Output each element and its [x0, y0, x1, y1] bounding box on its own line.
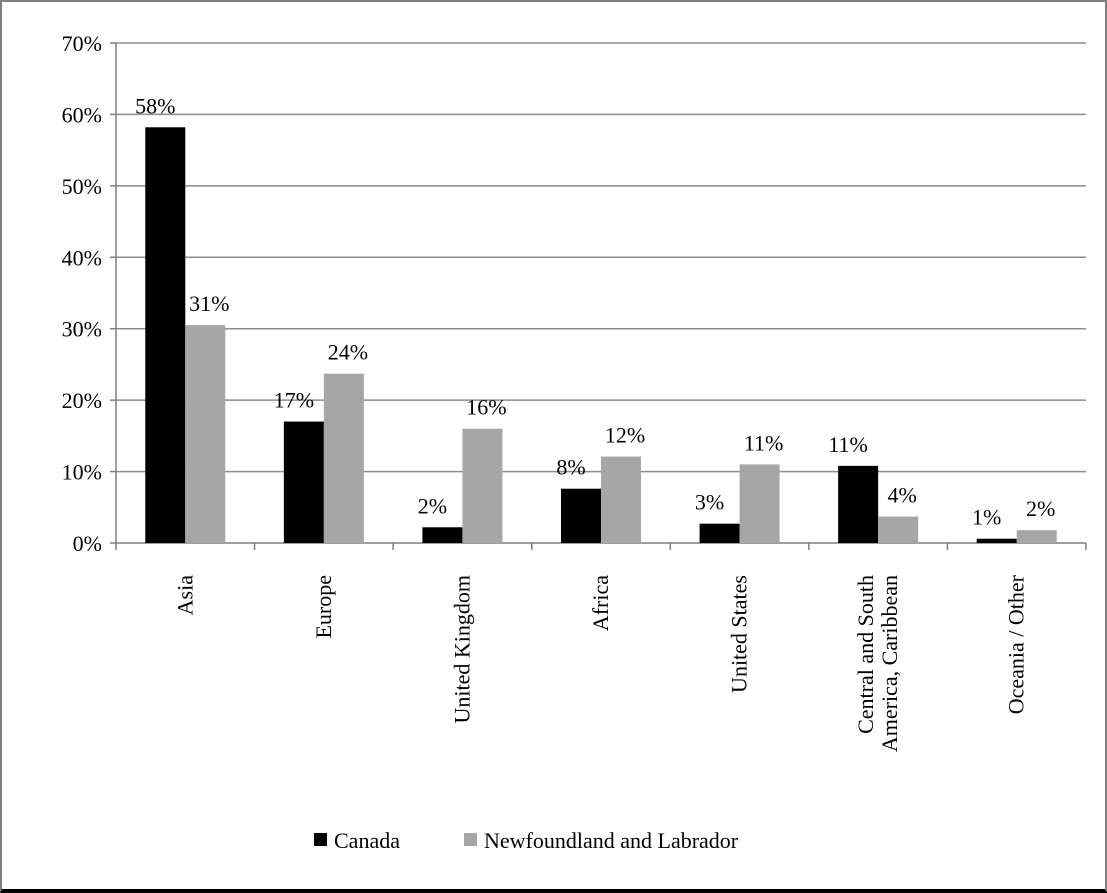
- bar-nl: [878, 516, 919, 543]
- category-label: Oceania / Other: [1004, 574, 1029, 714]
- bar-nl: [1016, 530, 1057, 543]
- legend-swatch: [314, 833, 327, 846]
- bar-nl: [739, 464, 780, 543]
- legend-label: Canada: [334, 828, 400, 853]
- bar-nl: [185, 325, 226, 543]
- legend-label: Newfoundland and Labrador: [484, 828, 739, 853]
- y-tick-label: 50%: [62, 174, 102, 199]
- category-label: United Kingdom: [449, 575, 474, 724]
- bar-canada: [283, 421, 324, 543]
- legend-swatch: [464, 833, 477, 846]
- bar-nl: [323, 373, 364, 543]
- data-label: 1%: [972, 505, 1001, 530]
- bar-canada: [838, 465, 879, 543]
- data-label: 4%: [887, 483, 916, 508]
- data-label: 16%: [466, 395, 506, 420]
- y-tick-label: 70%: [62, 31, 102, 56]
- bar-canada: [422, 527, 463, 543]
- category-label: Central and South: [853, 575, 878, 734]
- bar-nl: [601, 456, 641, 543]
- category-label: Africa: [588, 575, 613, 631]
- data-label: 2%: [418, 493, 447, 518]
- data-label: 3%: [695, 490, 724, 515]
- y-tick-label: 40%: [62, 245, 102, 270]
- data-label: 12%: [605, 423, 645, 448]
- y-tick-label: 10%: [62, 460, 102, 485]
- data-label: 8%: [556, 455, 585, 480]
- category-label: United States: [727, 575, 752, 693]
- bar-nl: [462, 428, 503, 543]
- y-tick-label: 30%: [62, 317, 102, 342]
- data-label: 31%: [189, 291, 229, 316]
- data-label: 2%: [1026, 496, 1055, 521]
- data-label: 11%: [744, 430, 784, 455]
- y-tick-label: 60%: [62, 102, 102, 127]
- data-label: 11%: [828, 432, 868, 457]
- category-label: America, Caribbean: [877, 575, 902, 752]
- data-label: 17%: [274, 388, 314, 413]
- category-label: Asia: [172, 575, 197, 616]
- bar-canada: [699, 523, 740, 543]
- y-tick-label: 20%: [62, 388, 102, 413]
- bar-canada: [145, 127, 186, 544]
- y-tick-label: 0%: [73, 531, 102, 556]
- category-label: Europe: [311, 575, 336, 639]
- bar-canada: [561, 488, 601, 543]
- data-label: 24%: [328, 340, 368, 365]
- data-label: 58%: [135, 93, 175, 118]
- bar-canada: [976, 538, 1017, 543]
